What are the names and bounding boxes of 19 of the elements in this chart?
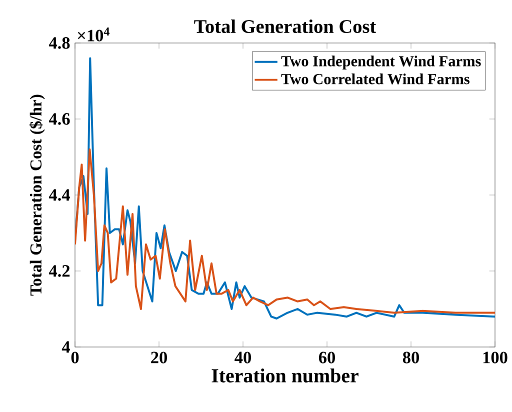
y-tick-label: 4 [62, 341, 70, 353]
x-axis-title: Iteration number [212, 368, 358, 383]
chart-title: Total Generation Cost [194, 19, 376, 33]
legend-label: Two Independent Wind Farms [281, 56, 481, 70]
y-tick-label: 4.6 [48, 113, 70, 125]
y-axis-title: Total Generation Cost ($/hr) [29, 94, 45, 296]
x-tick-label: 40 [234, 352, 251, 364]
x-tick-label: 100 [483, 352, 508, 364]
x-tick-label: 20 [151, 352, 167, 364]
line-series [75, 148, 496, 314]
x-tick-label: 60 [318, 352, 335, 364]
y-tick-label: 4.2 [48, 265, 70, 277]
line-series [75, 57, 496, 320]
x-tick-label: 0 [71, 352, 79, 364]
y-tick-label: 4.8 [48, 37, 70, 49]
y-tick-label: 4.4 [48, 189, 70, 201]
text: ×10$^{4}$ [78, 28, 110, 42]
legend-label: Two Correlated Wind Farms [281, 74, 470, 84]
x-tick-label: 80 [402, 352, 419, 364]
